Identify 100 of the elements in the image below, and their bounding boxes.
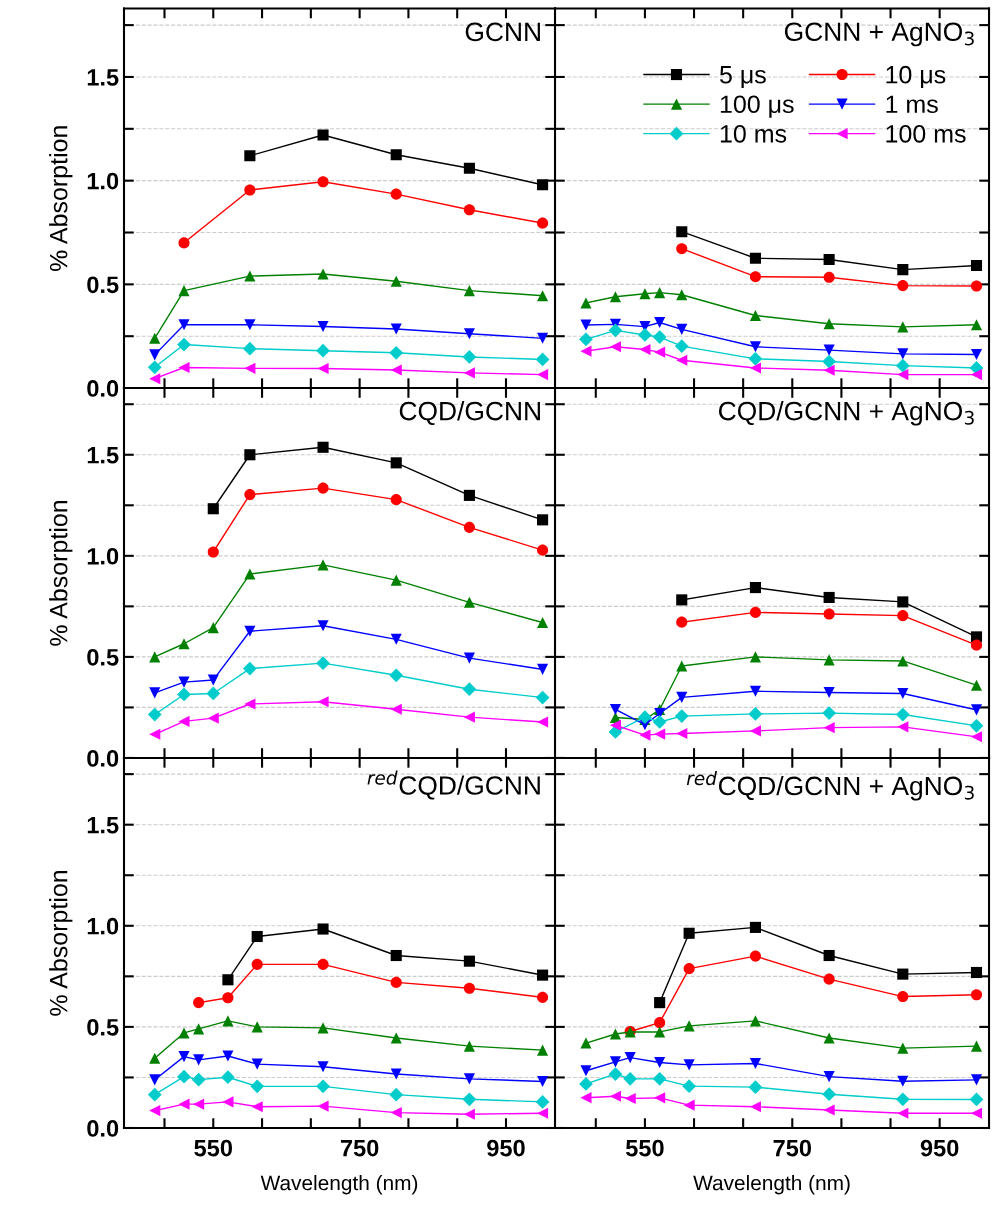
y-tick-label: 1.5 [87,447,119,464]
point [654,1056,666,1069]
point [676,226,688,238]
point [676,243,688,255]
point [970,1040,983,1052]
point [624,1092,636,1105]
point [537,369,549,381]
point [652,1071,667,1086]
point [317,1022,329,1034]
point [823,973,835,985]
point [462,682,477,697]
point [970,348,983,361]
point [624,1052,636,1064]
point [193,1054,205,1066]
point [147,707,162,722]
point [463,521,475,533]
point [193,1098,205,1110]
point [535,352,550,367]
point [317,958,329,970]
point [654,728,666,740]
point [463,204,475,216]
point [462,350,477,364]
point [178,1027,190,1039]
point [639,343,651,356]
point [535,1095,550,1109]
legend-label: 5 μs [719,66,766,89]
point [970,319,983,331]
point [244,270,256,282]
point [580,1092,592,1104]
point [390,323,402,335]
point [749,1101,761,1113]
point [823,271,835,283]
point [463,367,475,379]
point [317,441,329,453]
point [244,698,256,710]
y-tick-label: 0.5 [87,276,119,294]
point [537,716,549,728]
point [749,582,761,594]
point [207,503,219,515]
point [537,991,549,1003]
point [242,661,257,676]
point [897,610,909,622]
point [897,991,909,1003]
point [749,341,761,353]
legend-label: 100 ms [886,124,966,143]
point [676,660,688,672]
point [749,309,761,322]
point [970,989,983,1001]
point [654,287,666,299]
point [463,285,475,297]
point [390,949,402,962]
point [682,1079,696,1094]
point [178,1051,190,1063]
point [149,1074,161,1086]
point [244,319,256,331]
point [317,620,329,632]
point [178,676,190,688]
point [970,704,983,716]
point [823,1032,835,1044]
point [970,259,983,272]
point [674,709,689,723]
point [749,651,761,663]
x-axis-title: Wavelength (nm) [693,1175,850,1195]
point [317,363,329,375]
point [390,494,402,506]
point [317,1061,329,1073]
point [463,1073,475,1085]
point [244,150,256,162]
point [537,1044,549,1056]
point [390,149,402,161]
point [317,129,329,141]
point [749,950,761,962]
point [178,319,190,331]
point [580,319,592,331]
point [897,264,909,276]
x-tick-label: 950 [487,1139,525,1157]
point [462,1092,477,1107]
point [970,1107,983,1119]
point [463,955,475,967]
point [222,1015,234,1027]
point [609,291,621,303]
point [654,346,666,358]
legend-label: 10 ms [720,124,787,143]
point [969,718,984,733]
point [749,725,761,737]
point [390,364,402,376]
y-tick-label: 0.0 [87,380,119,397]
point [823,253,835,266]
point [897,348,909,360]
point [639,288,651,300]
point [317,923,329,935]
point [177,337,191,352]
point [537,663,549,675]
point [580,345,592,357]
point [823,364,835,376]
point [749,921,761,933]
chart-title: CQD/GCNN + AgNO$_{3}$ [719,401,974,426]
point [609,1090,621,1102]
point [638,328,652,342]
point [823,591,835,604]
